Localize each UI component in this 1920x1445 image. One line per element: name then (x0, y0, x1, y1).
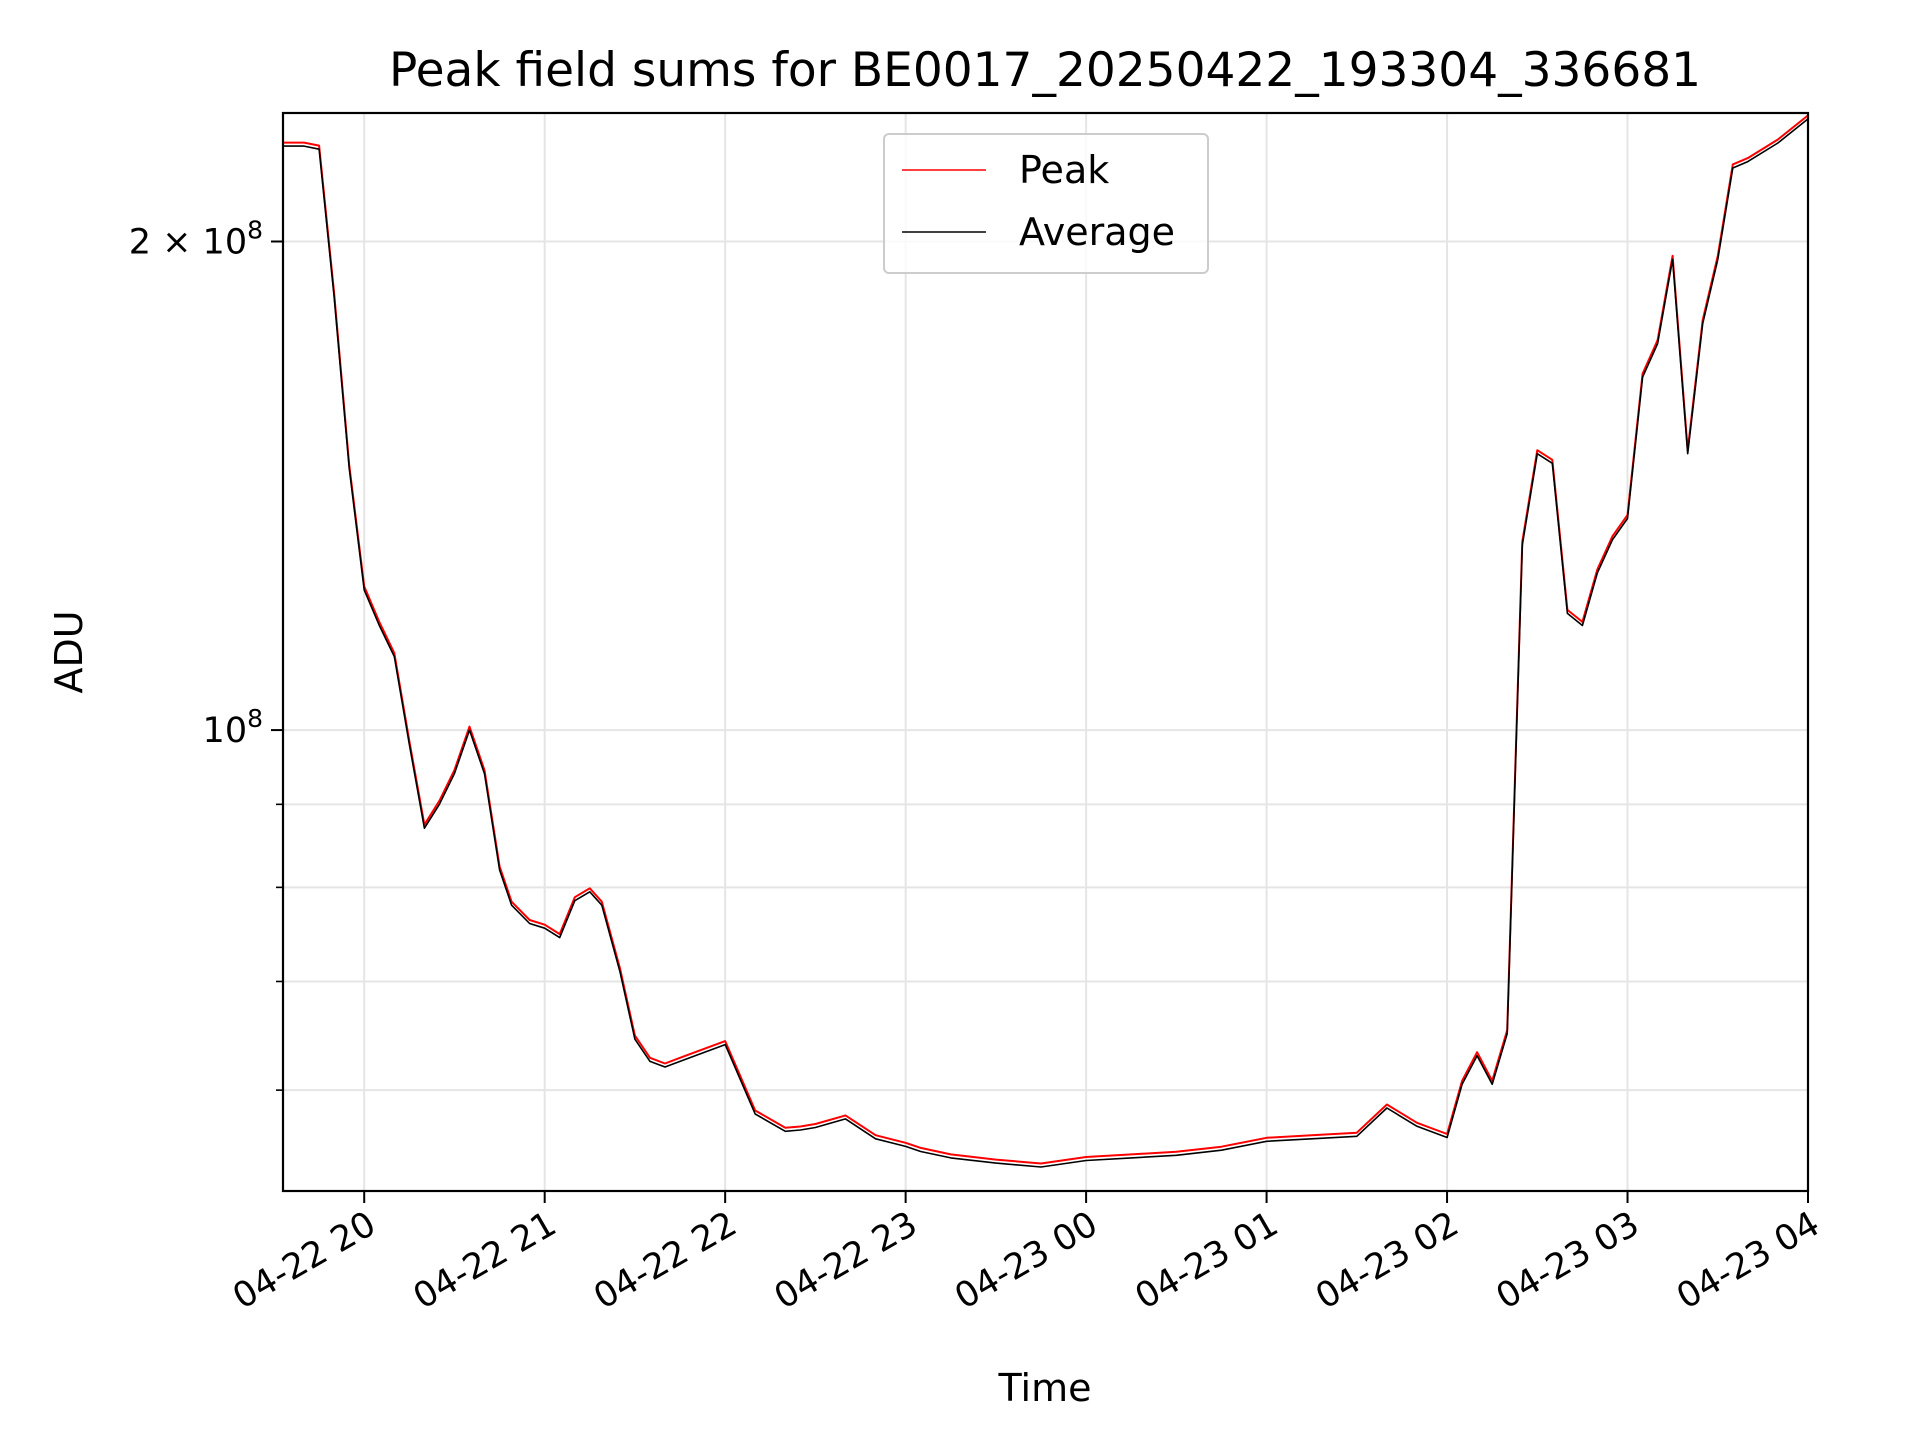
chart-title: Peak field sums for BE0017_20250422_1933… (389, 43, 1701, 98)
plot-frame (281, 111, 1810, 1193)
x-axis-label: Time (998, 1366, 1092, 1410)
series-peak-line (283, 114, 1809, 1165)
legend-average-label: Average (1019, 210, 1175, 254)
legend: Peak Average (883, 133, 1209, 274)
legend-box (883, 133, 1209, 274)
legend-peak-label: Peak (1019, 148, 1109, 192)
series-layer (283, 114, 1809, 1168)
y-axis-label: ADU (47, 610, 91, 693)
y-tick-label: 108 (203, 704, 263, 751)
series-average-line (283, 118, 1809, 1168)
y-tick-label: 2 × 108 (129, 216, 263, 263)
